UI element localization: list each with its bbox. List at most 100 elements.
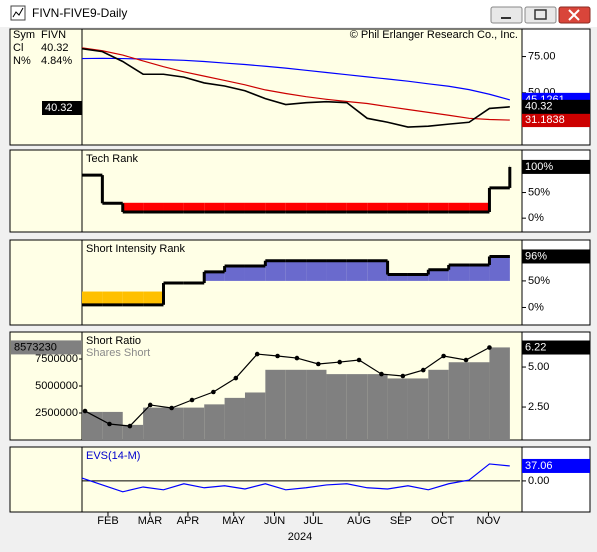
area-step <box>489 347 510 440</box>
value-label-box <box>42 101 82 115</box>
step-fill <box>224 266 245 281</box>
marker <box>487 345 492 350</box>
marker <box>275 353 280 359</box>
app-icon <box>10 5 26 21</box>
step-fill <box>448 264 470 281</box>
x-tick-label: MAR <box>138 515 163 527</box>
step-fill <box>387 274 408 281</box>
area-step <box>224 397 245 440</box>
step-fill <box>265 260 286 281</box>
panel-bg <box>9 149 523 233</box>
step-fill <box>102 291 123 305</box>
step-fill <box>183 202 205 213</box>
x-tick-label: SEP <box>390 515 412 527</box>
y-tick-label: 0% <box>528 212 544 224</box>
area-step <box>183 407 205 440</box>
area-step <box>244 392 266 440</box>
header-key: N% <box>13 55 31 67</box>
value-label-box <box>11 340 82 355</box>
header-key: Cl <box>13 42 23 54</box>
area-step <box>469 362 490 440</box>
step-fill <box>326 260 347 281</box>
series-line <box>81 47 510 121</box>
y-tick-label: 0% <box>528 301 544 313</box>
marker <box>294 355 300 361</box>
marker <box>337 359 343 365</box>
area-step <box>163 407 184 440</box>
step-fill <box>448 202 470 213</box>
value-label-box <box>522 340 590 355</box>
step-fill <box>346 260 368 281</box>
area-step <box>387 378 408 440</box>
value-label-box <box>522 99 590 114</box>
marker <box>356 357 362 363</box>
copyright: © Phil Erlanger Research Co., Inc. <box>350 29 518 41</box>
window-title: FIVN-FIVE9-Daily <box>32 6 127 20</box>
value-label: 6.22 <box>525 341 546 353</box>
series-line <box>84 346 490 427</box>
series-line <box>81 463 510 493</box>
close-icon <box>568 9 580 21</box>
area-step <box>204 404 225 440</box>
value-label: 37.06 <box>525 460 553 472</box>
marker <box>463 357 469 363</box>
value-label-box <box>522 159 590 174</box>
step-fill <box>143 291 164 305</box>
marker <box>107 421 112 427</box>
step-fill <box>428 202 449 213</box>
x-tick-label: NOV <box>477 515 502 527</box>
panel-title: Short Intensity Rank <box>86 243 186 255</box>
marker <box>127 423 133 429</box>
marker <box>441 353 446 359</box>
panel-bg <box>9 28 523 146</box>
step-fill <box>285 202 307 213</box>
panel-bg <box>9 446 523 513</box>
axis-area <box>521 446 591 513</box>
area-step <box>428 369 449 440</box>
maximize-icon <box>534 9 547 20</box>
maximize-button[interactable] <box>524 6 557 24</box>
marker <box>82 408 88 414</box>
step-fill <box>204 271 225 281</box>
area-step <box>346 374 368 440</box>
area-step <box>82 411 103 440</box>
marker <box>211 389 216 395</box>
step-fill <box>285 260 307 281</box>
area-step <box>448 362 470 440</box>
x-tick-label: JUL <box>303 515 323 527</box>
area-step <box>122 424 144 440</box>
x-tick-label: JUN <box>264 515 285 527</box>
step-fill <box>326 202 347 213</box>
step-fill <box>428 269 449 281</box>
y-tick-label: 50% <box>528 275 550 287</box>
step-fill <box>122 202 144 213</box>
marker <box>379 371 384 377</box>
step-fill <box>306 202 327 213</box>
y-tick-label: 2.50 <box>528 401 549 413</box>
value-label: 8573230 <box>14 341 57 353</box>
y-tick-label: 2500000 <box>35 407 78 419</box>
panel-title: Short Ratio <box>86 335 141 347</box>
header-key: Sym <box>13 29 35 41</box>
area-step <box>306 369 327 440</box>
step-fill <box>469 264 490 281</box>
area-step <box>102 411 123 440</box>
step-fill <box>367 202 388 213</box>
step-fill <box>407 202 429 213</box>
step-fill <box>265 202 286 213</box>
y-tick-label: 75.00 <box>528 50 556 62</box>
step-fill <box>204 202 225 213</box>
x-tick-label: MAY <box>222 515 246 527</box>
marker <box>316 361 321 367</box>
series-line <box>81 47 510 128</box>
step-fill <box>163 202 184 213</box>
app-icon-line <box>12 7 24 18</box>
marker <box>233 375 239 381</box>
minimize-button[interactable] <box>490 6 523 24</box>
x-axis-label: 2024 <box>288 531 312 543</box>
step-fill <box>489 256 510 281</box>
step-fill <box>143 202 164 213</box>
series-line <box>81 57 510 101</box>
